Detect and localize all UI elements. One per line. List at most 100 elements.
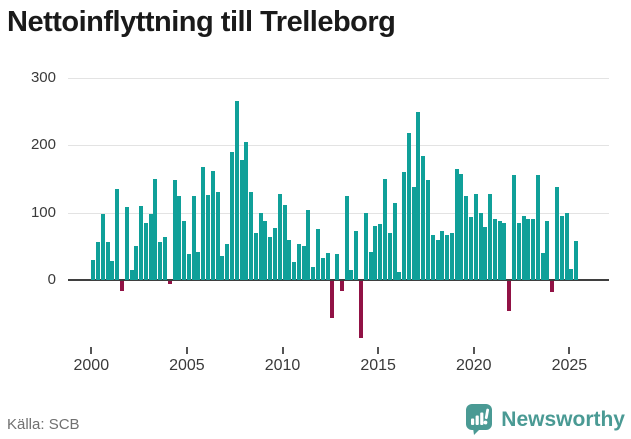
x-axis-tick (472, 347, 475, 354)
bar (569, 268, 574, 280)
bar (320, 258, 325, 280)
bar (287, 239, 292, 280)
bar (378, 223, 383, 280)
bar (96, 241, 101, 280)
bar (555, 186, 560, 280)
bar (339, 281, 344, 292)
bar (535, 175, 540, 280)
bar (158, 241, 163, 280)
x-axis-tick-label: 2015 (360, 357, 396, 374)
bar (478, 212, 483, 280)
bar (468, 216, 473, 280)
bar (435, 239, 440, 280)
bar (268, 237, 273, 280)
bar (301, 246, 306, 280)
bar (512, 175, 517, 280)
bar (311, 266, 316, 280)
bar (574, 240, 579, 280)
bar (234, 101, 239, 280)
bar (425, 180, 430, 280)
bar (215, 192, 220, 280)
bar (129, 269, 134, 280)
bar (139, 206, 144, 280)
bar (258, 213, 263, 280)
bar (430, 234, 435, 280)
bar (143, 222, 148, 280)
bar (559, 215, 564, 280)
bar (316, 229, 320, 280)
bar (335, 253, 340, 280)
bar (416, 111, 421, 280)
bar (292, 261, 297, 280)
bar (210, 170, 215, 280)
newsworthy-logo-text: Newsworthy (501, 407, 625, 431)
bar (296, 243, 301, 280)
bar (206, 194, 211, 280)
gridline (68, 279, 609, 281)
bar (502, 223, 507, 280)
bar (249, 191, 254, 280)
bar (545, 220, 550, 280)
bar (330, 281, 335, 319)
bar (306, 209, 311, 280)
bar (153, 178, 158, 280)
bar (521, 215, 526, 280)
bar (110, 261, 115, 280)
bar (220, 256, 225, 280)
bar (526, 218, 531, 280)
x-axis-tick (185, 347, 188, 354)
bar (282, 205, 287, 280)
bar (359, 281, 364, 339)
bar (363, 212, 368, 280)
x-axis-tick-label: 2020 (455, 357, 492, 374)
bar (167, 281, 172, 285)
bar (119, 281, 124, 292)
bar (392, 203, 397, 280)
bar (473, 194, 478, 280)
bar (272, 228, 277, 280)
bar (382, 178, 387, 280)
bar (186, 253, 191, 280)
bar (507, 281, 512, 312)
bar (516, 222, 521, 280)
gridline (68, 145, 609, 146)
bar (488, 193, 493, 280)
bar (105, 241, 110, 280)
x-axis-tick-label: 2005 (169, 357, 205, 374)
bar (373, 226, 378, 280)
bar (115, 188, 120, 280)
bar (239, 159, 244, 280)
bar (449, 232, 454, 280)
bar (349, 269, 354, 280)
x-axis-tick-label: 2010 (264, 357, 301, 374)
x-axis-tick (90, 347, 93, 354)
bar (277, 193, 282, 280)
bar (531, 218, 536, 280)
bar (440, 231, 445, 280)
x-axis-tick-label: 2000 (73, 357, 110, 374)
bar (550, 281, 555, 293)
bar (177, 196, 182, 280)
bar (492, 219, 497, 280)
bar (100, 213, 105, 280)
bar (464, 196, 469, 280)
bar (397, 271, 402, 280)
bar (325, 253, 330, 280)
newsworthy-logo: Newsworthy (465, 403, 625, 436)
x-axis-tick-label: 2025 (551, 357, 588, 374)
bar (459, 174, 464, 280)
bar (387, 232, 392, 280)
bar (124, 207, 129, 280)
bar (91, 259, 96, 280)
bar (191, 195, 196, 280)
bar (263, 221, 268, 280)
newsworthy-logo-icon (466, 404, 493, 435)
bar (454, 168, 459, 280)
bar (134, 246, 139, 280)
bar (540, 253, 545, 280)
bar (225, 243, 230, 280)
gridline (68, 77, 609, 79)
y-axis-tick-label: 100 (30, 203, 56, 221)
bar (354, 231, 359, 280)
x-axis-tick (281, 347, 284, 354)
